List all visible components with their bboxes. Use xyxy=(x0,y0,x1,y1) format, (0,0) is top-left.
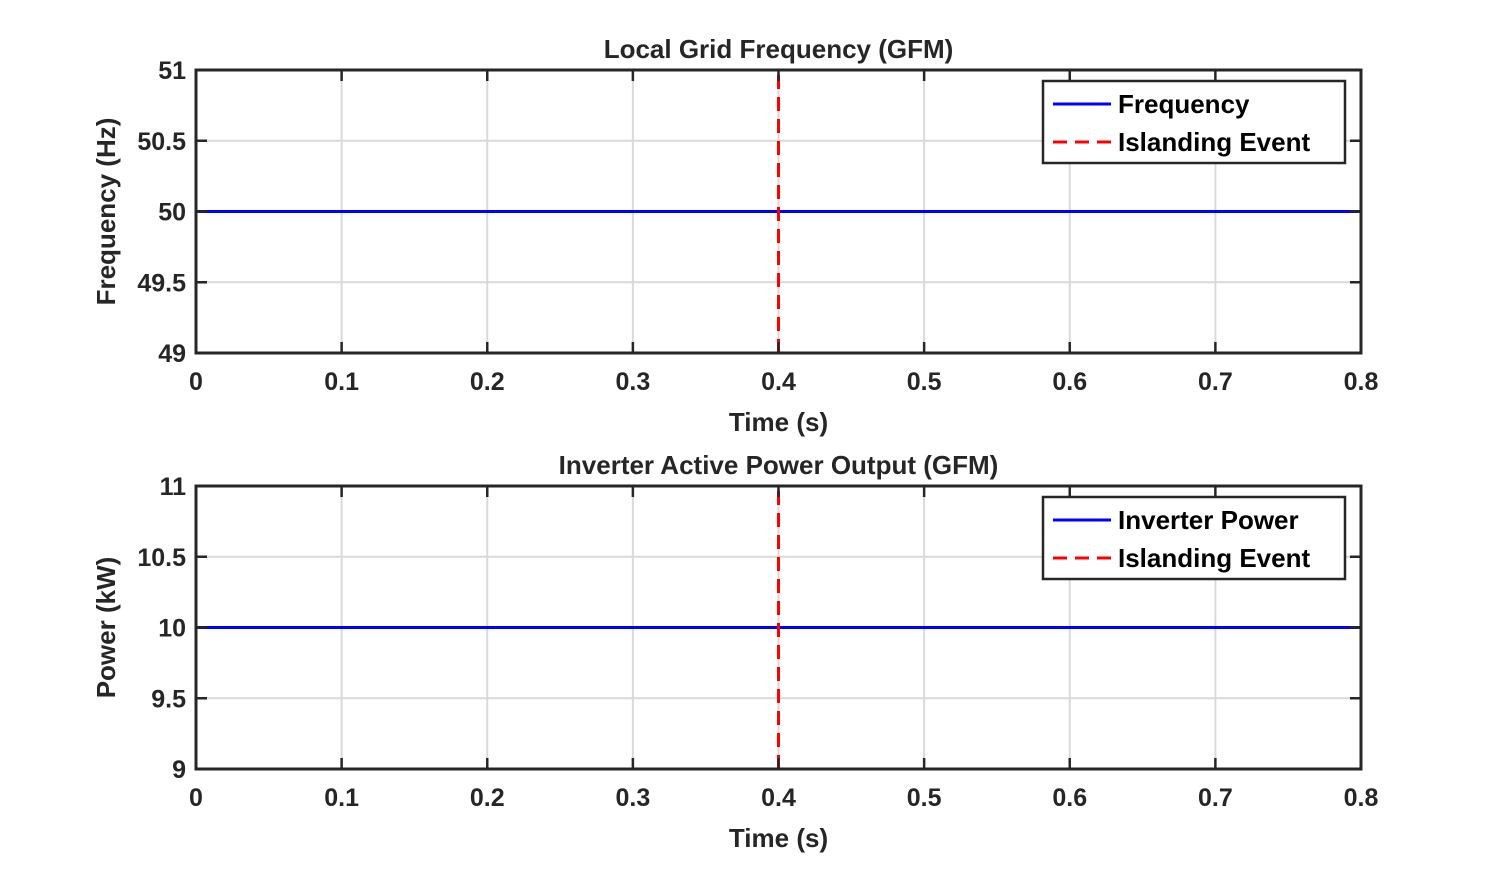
x-tick-label: 0.8 xyxy=(1344,368,1379,396)
y-tick-label: 10 xyxy=(158,615,186,643)
chart-panel-2: 0 0.1 0.2 0.3 0.4 0.5 0.6 0.7 0.8 9 9.5 10 10.5 11 Inv… xyxy=(91,450,1378,853)
x-tick-label: 0.1 xyxy=(324,368,359,396)
y-tick-label: 51 xyxy=(158,57,186,85)
legend-box xyxy=(1041,495,1347,581)
x-tick-label: 0.8 xyxy=(1344,784,1379,812)
x-tick-label: 0.2 xyxy=(470,368,505,396)
legend-box xyxy=(1041,79,1347,165)
x-tick-label: 0.3 xyxy=(615,368,650,396)
x-tick-label: 0 xyxy=(189,784,203,812)
chart-title: Inverter Active Power Output (GFM) xyxy=(559,450,999,480)
y-tick-label: 49 xyxy=(158,340,186,368)
x-tick-label: 0.7 xyxy=(1198,368,1233,396)
y-tick-label: 9.5 xyxy=(151,685,186,713)
x-tick-label: 0.7 xyxy=(1198,784,1233,812)
legend-label: Islanding Event xyxy=(1118,543,1310,573)
y-tick-label: 11 xyxy=(160,473,187,501)
chart-title: Local Grid Frequency (GFM) xyxy=(604,34,954,64)
y-tick-label: 49.5 xyxy=(137,269,186,297)
x-tick-label: 0.6 xyxy=(1052,784,1087,812)
x-tick-label: 0.1 xyxy=(324,784,359,812)
x-axis-label: Time (s) xyxy=(729,823,828,853)
y-tick-label: 50 xyxy=(158,199,186,227)
y-tick-label: 9 xyxy=(172,756,186,784)
x-tick-label: 0 xyxy=(189,368,203,396)
legend-label: Frequency xyxy=(1118,89,1250,119)
chart-panel-1: 0 0.1 0.2 0.3 0.4 0.5 0.6 0.7 0.8 49 49.5 50 50.5 51 L… xyxy=(91,34,1378,437)
x-tick-label: 0.5 xyxy=(907,368,942,396)
x-tick-label: 0.4 xyxy=(761,368,796,396)
y-tick-label: 10.5 xyxy=(137,544,186,572)
x-tick-label: 0.5 xyxy=(907,784,942,812)
y-axis-label: Power (kW) xyxy=(91,557,121,699)
y-axis-label: Frequency (Hz) xyxy=(91,118,121,306)
x-tick-label: 0.3 xyxy=(615,784,650,812)
x-tick-label: 0.2 xyxy=(470,784,505,812)
x-axis-label: Time (s) xyxy=(729,407,828,437)
x-tick-label: 0.4 xyxy=(761,784,796,812)
legend-label: Inverter Power xyxy=(1118,505,1299,535)
y-tick-label: 50.5 xyxy=(137,128,186,156)
x-tick-label: 0.6 xyxy=(1052,368,1087,396)
legend: Frequency Islanding Event xyxy=(1041,79,1347,165)
legend-label: Islanding Event xyxy=(1118,127,1310,157)
legend: Inverter Power Islanding Event xyxy=(1041,495,1347,581)
